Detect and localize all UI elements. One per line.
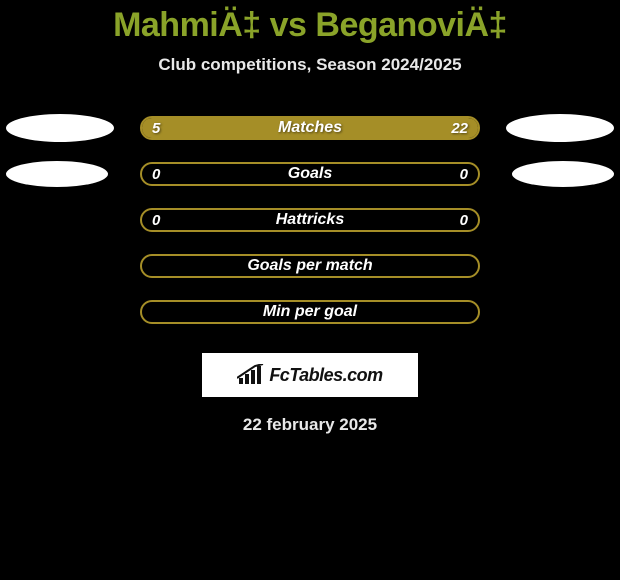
stat-label: Hattricks xyxy=(142,210,478,230)
player-indicator-left xyxy=(6,161,108,187)
stat-row: Goals per match xyxy=(0,243,620,289)
stat-value-right: 0 xyxy=(450,210,478,230)
brand-name: FcTables.com xyxy=(269,365,382,386)
player-indicator-left xyxy=(6,114,114,142)
page-subtitle: Club competitions, Season 2024/2025 xyxy=(0,55,620,75)
brand-logo-box[interactable]: FcTables.com xyxy=(202,353,418,397)
chart-icon xyxy=(237,364,265,386)
stat-row: 522Matches xyxy=(0,105,620,151)
stat-label: Goals xyxy=(142,164,478,184)
stat-row: Min per goal xyxy=(0,289,620,335)
date-text: 22 february 2025 xyxy=(0,415,620,435)
player-indicator-right xyxy=(506,114,614,142)
stat-value-left: 0 xyxy=(142,164,170,184)
stat-bar: 0 0Goals xyxy=(140,162,480,186)
player-indicator-right xyxy=(512,161,614,187)
stat-value-left: 0 xyxy=(142,210,170,230)
comparison-widget: MahmiÄ‡ vs BeganoviÄ‡ Club competitions,… xyxy=(0,0,620,435)
stat-bar: 522Matches xyxy=(140,116,480,140)
stat-value-right: 0 xyxy=(450,164,478,184)
stat-bar: Min per goal xyxy=(140,300,480,324)
page-title: MahmiÄ‡ vs BeganoviÄ‡ xyxy=(0,6,620,45)
stat-row: 0 0Hattricks xyxy=(0,197,620,243)
stat-label: Min per goal xyxy=(142,302,478,322)
stat-label: Goals per match xyxy=(142,256,478,276)
stats-list: 522Matches00Goals00HattricksGoals per ma… xyxy=(0,105,620,335)
stat-row: 0 0Goals xyxy=(0,151,620,197)
stat-bar-fill-right xyxy=(204,118,478,138)
stat-bar: Goals per match xyxy=(140,254,480,278)
stat-value-right: 22 xyxy=(441,118,478,138)
stat-value-left: 5 xyxy=(142,118,170,138)
stat-bar: 0 0Hattricks xyxy=(140,208,480,232)
